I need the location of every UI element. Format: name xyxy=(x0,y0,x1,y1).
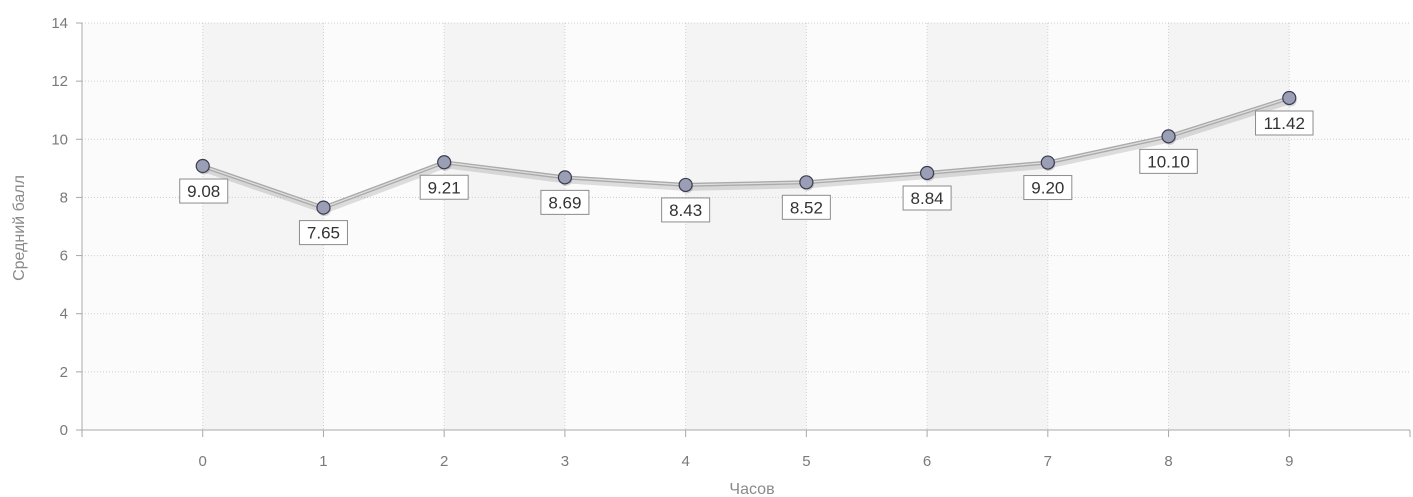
x-tick-label: 9 xyxy=(1285,453,1293,470)
data-label-box xyxy=(179,178,229,204)
plot-band xyxy=(1168,23,1290,430)
x-tick-label: 3 xyxy=(561,453,569,470)
data-label-box xyxy=(419,174,469,200)
data-label-box xyxy=(540,189,590,215)
plot-band xyxy=(82,23,203,430)
series-shadow xyxy=(202,98,1292,214)
data-point xyxy=(316,200,331,215)
data-label: 10.10 xyxy=(1147,152,1190,171)
x-axis-title: Часов xyxy=(729,481,774,497)
y-axis-title: Средний балл xyxy=(11,175,28,281)
data-point xyxy=(799,175,814,190)
data-label-box xyxy=(781,194,831,220)
data-label: 9.21 xyxy=(428,178,461,197)
data-point xyxy=(437,155,452,170)
y-tick-label: 2 xyxy=(60,364,68,381)
x-tick-label: 8 xyxy=(1164,453,1172,470)
data-label: 9.08 xyxy=(187,182,220,201)
x-tick-label: 7 xyxy=(1044,453,1052,470)
data-label-box xyxy=(661,197,711,223)
data-label: 8.43 xyxy=(669,201,702,220)
data-point xyxy=(1282,90,1297,106)
y-tick-label: 0 xyxy=(60,422,68,439)
plot-band xyxy=(1289,23,1410,430)
plot-band xyxy=(1047,23,1169,430)
plot-band xyxy=(685,23,807,430)
data-label: 8.52 xyxy=(790,198,823,217)
markers-layer xyxy=(195,90,1297,217)
data-point xyxy=(919,165,935,181)
series-layer xyxy=(202,96,1292,214)
plot-band xyxy=(444,23,565,430)
data-label-box xyxy=(1139,148,1198,174)
axes xyxy=(81,23,1410,431)
x-tick-label: 4 xyxy=(681,453,689,470)
data-labels-layer: 9.08 7.65 9.21 8.69 8.43 8.52 8.84 9.20 10.10 11.… xyxy=(179,110,1314,246)
x-tick-label: 2 xyxy=(440,453,448,470)
y-tick-label: 10 xyxy=(51,131,68,148)
x-tick-label: 1 xyxy=(319,453,327,470)
y-tick-label: 12 xyxy=(51,73,68,90)
x-tick-label: 6 xyxy=(923,453,931,470)
data-label-box xyxy=(298,220,348,246)
data-label: 11.42 xyxy=(1264,114,1305,133)
data-label: 7.65 xyxy=(307,224,340,243)
data-label-box xyxy=(1023,175,1073,201)
data-label-box xyxy=(1255,110,1314,136)
y-tick-label: 4 xyxy=(60,306,68,323)
data-label: 8.69 xyxy=(548,193,581,212)
x-tick-label: 5 xyxy=(802,453,810,470)
data-label: 9.20 xyxy=(1031,179,1064,198)
plot-band xyxy=(564,23,686,430)
x-tick-label: 0 xyxy=(199,453,207,470)
y-tick-label: 8 xyxy=(60,189,68,206)
y-axis-ticks: 0 2 4 6 8 10 12 14 xyxy=(51,15,82,439)
data-label: 8.84 xyxy=(911,189,944,208)
plot-band xyxy=(927,23,1048,430)
x-axis-ticks: 0 1 2 3 4 5 6 7 8 9 xyxy=(81,430,1411,470)
series-line-highlight xyxy=(202,97,1290,209)
data-point xyxy=(1040,155,1055,170)
data-point xyxy=(557,170,573,185)
grid-lines xyxy=(82,22,1410,430)
data-label-box xyxy=(902,185,952,211)
y-tick-label: 6 xyxy=(60,248,68,265)
plot-background xyxy=(82,23,1410,430)
y-tick-label: 14 xyxy=(51,15,68,32)
plot-band xyxy=(806,23,928,430)
data-point xyxy=(1161,129,1176,144)
data-point xyxy=(678,177,693,193)
data-point xyxy=(195,158,210,174)
